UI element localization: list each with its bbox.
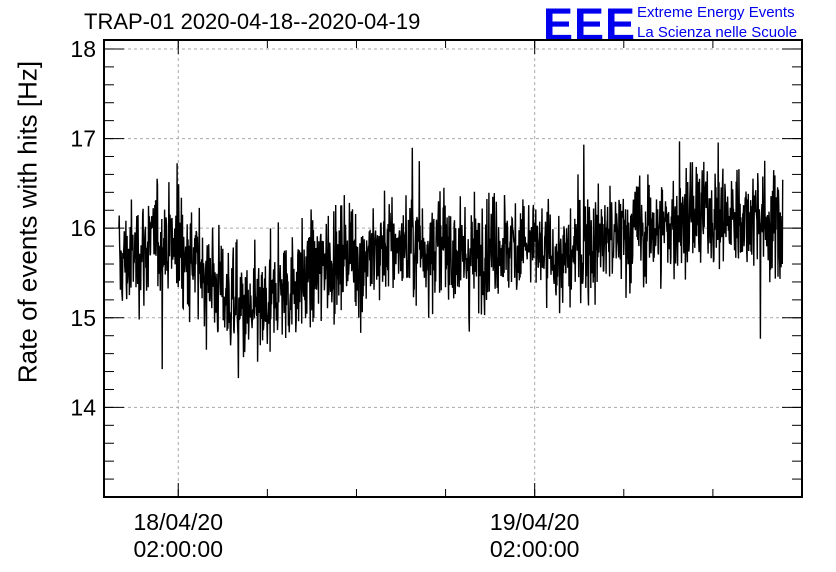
tick-labels: 141516171818/04/2002:00:0019/04/2002:00:… [70, 36, 579, 562]
x-tick-time-label: 02:00:00 [490, 536, 580, 562]
data-trace [118, 141, 784, 379]
logo-caption-line1: Extreme Energy Events [637, 4, 795, 21]
y-tick-label: 18 [70, 36, 96, 62]
x-tick-date-label: 19/04/20 [490, 509, 580, 535]
rate-series-line [118, 141, 784, 379]
x-tick-date-label: 18/04/20 [133, 509, 223, 535]
y-tick-label: 16 [70, 215, 96, 241]
y-tick-label: 17 [70, 126, 96, 152]
y-tick-label: 14 [70, 394, 96, 420]
plot-frame [103, 39, 803, 498]
axis-ticks [104, 40, 803, 498]
logo-caption-line2: La Scienza nelle Scuole [637, 24, 798, 41]
y-tick-label: 15 [70, 305, 96, 331]
x-tick-time-label: 02:00:00 [133, 536, 223, 562]
chart-title: TRAP-01 2020-04-18--2020-04-19 [84, 9, 421, 34]
